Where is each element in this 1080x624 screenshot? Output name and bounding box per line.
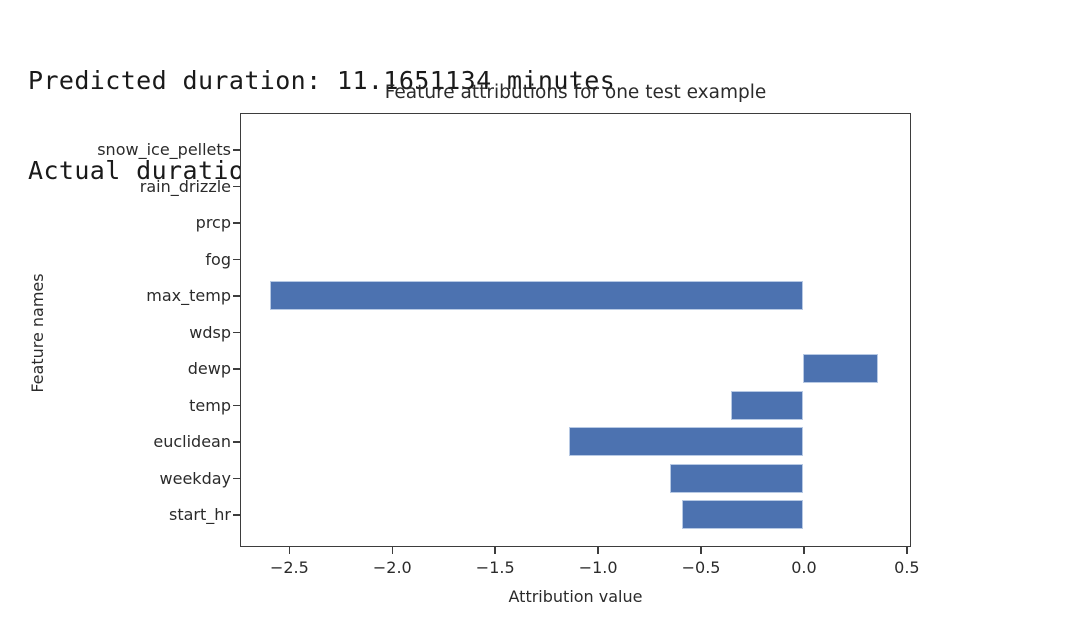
y-tick-mark [233,149,240,151]
y-tick-label-wdsp: wdsp [189,322,231,342]
bar-max_temp [270,281,804,310]
x-tick-mark [700,547,702,554]
y-tick-label-dewp: dewp [187,359,231,378]
bar-weekday [669,463,804,493]
y-tick-mark [233,404,240,407]
plot-area [240,113,911,547]
y-tick-label-rain_drizzle: rain_drizzle [139,176,231,196]
x-tick-label: 0.0 [791,558,817,577]
chart-title: Feature attributions for one test exampl… [384,82,767,103]
y-tick-label-euclidean: euclidean [153,432,231,451]
y-tick-mark [233,477,240,480]
y-tick-label-snow_ice_pellets: snow_ice_pellets [97,140,231,159]
y-tick-label-start_hr: start_hr [169,505,231,524]
y-tick-label-temp: temp [189,395,231,415]
bar-start_hr [682,500,804,529]
x-axis-label: Attribution value [508,587,643,606]
x-tick-mark [803,547,805,554]
x-tick-label: 0.5 [894,558,920,577]
x-tick-mark [494,547,496,554]
bar-temp [731,390,804,420]
y-tick-label-max_temp: max_temp [146,286,231,305]
y-tick-label-prcp: prcp [195,213,231,232]
y-tick-label-fog: fog [205,249,231,269]
y-tick-mark [233,295,240,297]
x-tick-label: −2.5 [269,558,309,577]
bar-dewp [803,354,878,383]
x-tick-mark [597,547,599,554]
x-tick-mark [906,547,908,554]
y-tick-mark [233,185,240,188]
x-tick-label: −1.5 [475,558,515,577]
bar-euclidean [568,427,804,456]
y-tick-mark [233,368,240,370]
x-tick-mark [288,547,291,554]
x-tick-mark [391,547,394,554]
x-tick-label: −0.5 [681,558,721,577]
x-tick-label: −2.0 [372,558,412,577]
y-tick-mark [233,514,240,516]
y-tick-mark [233,441,240,443]
y-tick-label-weekday: weekday [159,468,231,488]
stdout-line-predicted-duration: Predicted duration: 11.1651134 minutes [28,66,616,95]
y-tick-mark [233,222,240,224]
x-tick-label: −1.0 [578,558,618,577]
y-tick-mark [233,258,240,261]
y-tick-mark [233,331,240,334]
